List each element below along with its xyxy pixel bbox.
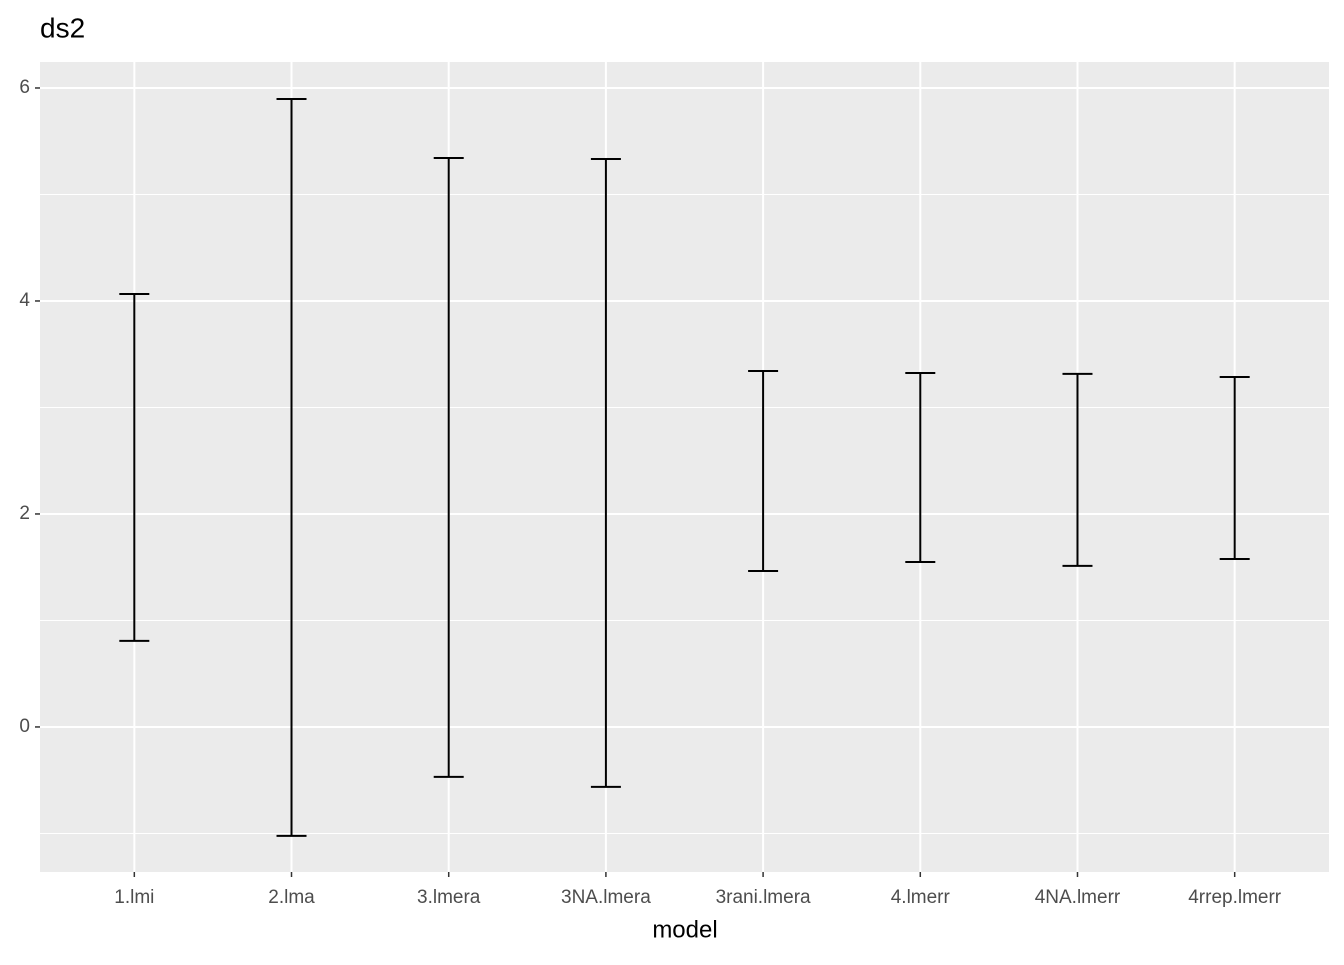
x-tick-label: 4NA.lmerr: [1035, 887, 1121, 908]
y-tick-label: 2: [19, 503, 30, 524]
x-tick-label: 2.lma: [268, 887, 315, 908]
x-tick-label: 4.lmerr: [891, 887, 951, 908]
x-axis-label: model: [652, 916, 717, 943]
panel: [40, 62, 1329, 872]
x-tick-label: 3.lmera: [417, 887, 481, 908]
chart-title: ds2: [40, 12, 85, 43]
y-tick-label: 4: [19, 290, 30, 311]
x-tick-label: 3rani.lmera: [716, 887, 811, 908]
x-tick-label: 4rrep.lmerr: [1188, 887, 1282, 908]
y-tick-label: 6: [19, 77, 30, 98]
y-tick-label: 0: [19, 716, 30, 737]
x-tick-label: 3NA.lmera: [561, 887, 651, 908]
x-tick-label: 1.lmi: [114, 887, 154, 908]
